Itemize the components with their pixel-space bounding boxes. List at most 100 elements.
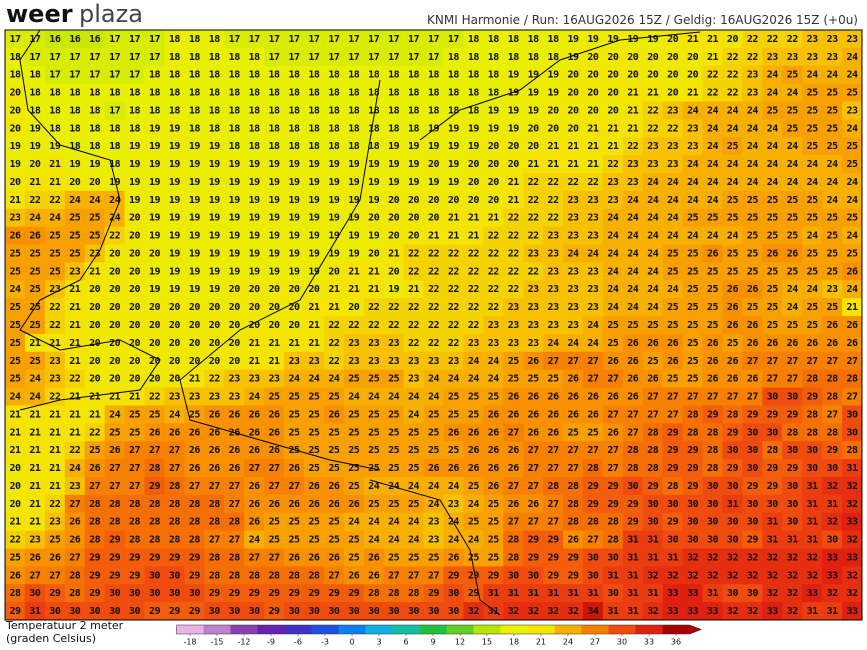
temperature-cell: [403, 190, 425, 210]
temperature-value: 29: [548, 535, 560, 546]
temperature-cell: [184, 566, 205, 585]
temperature-cell: [463, 387, 484, 406]
temperature-cell: [284, 333, 305, 353]
temperature-value: 20: [189, 320, 201, 331]
temperature-cell: [244, 226, 265, 246]
temperature-value: 18: [109, 123, 121, 134]
temperature-cell: [742, 494, 763, 514]
temperature-cell: [543, 298, 564, 317]
temperature-value: 26: [368, 570, 380, 581]
temperature-value: 26: [627, 374, 639, 385]
temperature-cell: [264, 262, 285, 281]
temperature-value: 30: [767, 392, 779, 403]
temperature-value: 22: [209, 374, 221, 385]
temperature-value: 25: [567, 427, 579, 438]
temperature-cell: [5, 351, 26, 371]
temperature-value: 17: [408, 34, 420, 45]
temperature-value: 24: [727, 177, 739, 188]
temperature-value: 17: [109, 70, 121, 81]
temperature-cell: [563, 65, 584, 85]
temperature-value: 31: [767, 517, 779, 528]
temperature-value: 26: [428, 463, 440, 474]
temperature-value: 18: [408, 105, 420, 116]
temperature-value: 17: [109, 34, 121, 45]
temperature-cell: [602, 602, 624, 621]
temperature-value: 29: [667, 427, 679, 438]
temperature-value: 25: [49, 266, 61, 277]
temperature-value: 24: [827, 159, 839, 170]
temperature-cell: [64, 298, 86, 317]
temperature-cell: [742, 369, 763, 389]
temperature-value: 24: [727, 159, 739, 170]
temperature-value: 27: [189, 481, 201, 492]
temperature-cell: [682, 208, 704, 228]
temperature-value: 24: [288, 374, 300, 385]
temperature-value: 18: [448, 105, 460, 116]
temperature-cell: [642, 548, 664, 567]
temperature-value: 25: [368, 374, 380, 385]
temperature-cell: [622, 351, 644, 371]
temperature-value: 23: [229, 392, 241, 403]
temperature-value: 30: [687, 517, 699, 528]
temperature-cell: [762, 602, 783, 621]
temperature-value: 27: [169, 463, 181, 474]
temperature-value: 29: [89, 570, 101, 581]
temperature-value: 22: [647, 123, 659, 134]
temperature-cell: [5, 101, 26, 120]
temperature-cell: [443, 584, 464, 603]
temperature-cell: [44, 459, 66, 478]
temperature-value: 24: [607, 231, 619, 242]
temperature-cell: [722, 566, 743, 585]
temperature-value: 30: [787, 499, 799, 510]
temperature-value: 26: [847, 266, 859, 277]
map: 17 17 16 16 16 17 17 17 18 18 18 17 17 17 17 17 17 17 17 17…: [5, 30, 863, 621]
temperature-cell: [842, 423, 863, 442]
colorbar-label: -6: [294, 638, 302, 647]
temperature-cell: [622, 316, 644, 335]
temperature-value: 27: [548, 463, 560, 474]
temperature-value: 23: [169, 392, 181, 403]
temperature-cell: [682, 47, 704, 67]
temperature-value: 22: [607, 159, 619, 170]
temperature-cell: [363, 351, 385, 371]
temperature-cell: [822, 30, 843, 49]
temperature-value: 25: [528, 374, 540, 385]
temperature-value: 21: [308, 338, 320, 349]
temperature-value: 20: [548, 105, 560, 116]
temperature-value: 17: [129, 34, 141, 45]
temperature-cell: [124, 280, 146, 299]
temperature-cell: [762, 405, 783, 424]
temperature-value: 18: [149, 105, 161, 116]
temperature-value: 19: [448, 177, 460, 188]
temperature-value: 19: [328, 177, 340, 188]
temperature-value: 27: [89, 481, 101, 492]
temperature-value: 26: [587, 409, 599, 420]
temperature-cell: [24, 190, 46, 210]
temperature-value: 19: [288, 213, 300, 224]
temperature-cell: [343, 47, 365, 67]
temperature-value: 22: [408, 248, 420, 259]
temperature-cell: [343, 226, 365, 246]
temperature-value: 30: [29, 588, 41, 599]
temperature-value: 30: [129, 606, 141, 617]
temperature-value: 24: [488, 356, 500, 367]
temperature-value: 28: [567, 499, 579, 510]
temperature-value: 24: [667, 213, 679, 224]
temperature-value: 26: [29, 231, 41, 242]
temperature-cell: [682, 65, 704, 85]
temperature-value: 19: [468, 141, 480, 152]
temperature-cell: [64, 494, 86, 514]
temperature-cell: [104, 333, 126, 353]
temperature-value: 29: [667, 445, 679, 456]
temperature-cell: [702, 548, 723, 567]
temperature-value: 25: [348, 409, 360, 420]
temperature-cell: [563, 226, 584, 246]
temperature-value: 23: [528, 284, 540, 295]
temperature-value: 17: [149, 52, 161, 63]
temperature-value: 23: [548, 248, 560, 259]
temperature-value: 21: [69, 409, 81, 420]
temperature-value: 25: [627, 320, 639, 331]
temperature-cell: [144, 494, 165, 514]
temperature-cell: [144, 208, 165, 228]
temperature-value: 19: [627, 34, 639, 45]
